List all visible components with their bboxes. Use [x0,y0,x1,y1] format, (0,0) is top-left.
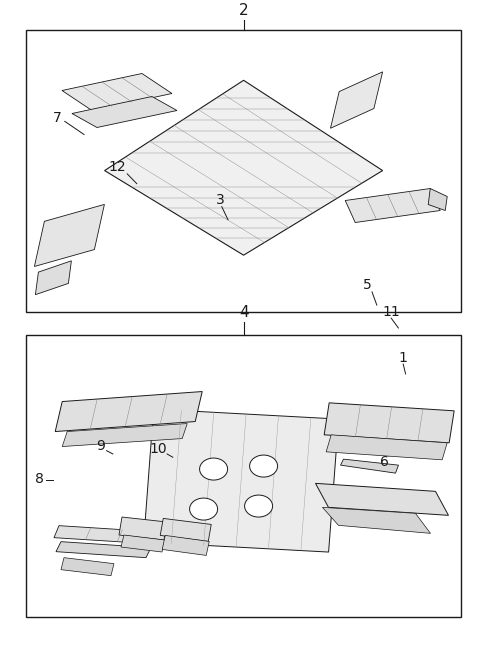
Bar [26,335,461,617]
Ellipse shape [245,495,273,517]
Polygon shape [56,542,151,558]
Polygon shape [345,188,440,222]
Polygon shape [119,517,167,540]
Text: 6: 6 [380,455,388,470]
Text: 10: 10 [150,442,167,457]
Text: 3: 3 [216,193,225,207]
Ellipse shape [250,455,277,477]
Text: 7: 7 [53,111,62,125]
Polygon shape [105,80,383,255]
Polygon shape [323,507,431,533]
Text: 4: 4 [239,305,249,320]
Polygon shape [428,188,447,211]
Polygon shape [54,525,154,544]
Polygon shape [35,205,105,266]
Polygon shape [72,96,177,127]
Text: 8: 8 [35,472,44,486]
Text: 11: 11 [383,304,400,319]
Text: 2: 2 [239,3,249,18]
Ellipse shape [190,498,217,520]
Polygon shape [324,403,454,443]
Ellipse shape [200,458,228,480]
Polygon shape [36,261,72,295]
Polygon shape [162,535,209,556]
Polygon shape [326,435,447,460]
Text: 12: 12 [109,160,126,174]
Polygon shape [144,409,338,552]
Polygon shape [62,73,172,110]
Polygon shape [62,424,187,447]
Polygon shape [340,459,398,473]
Bar [26,30,461,312]
Polygon shape [55,392,202,432]
Text: 9: 9 [96,439,105,453]
Polygon shape [160,518,211,541]
Polygon shape [315,483,448,516]
Text: 1: 1 [399,350,408,365]
Polygon shape [121,535,165,552]
Text: 5: 5 [363,278,372,293]
Polygon shape [330,72,383,128]
Polygon shape [61,558,114,576]
